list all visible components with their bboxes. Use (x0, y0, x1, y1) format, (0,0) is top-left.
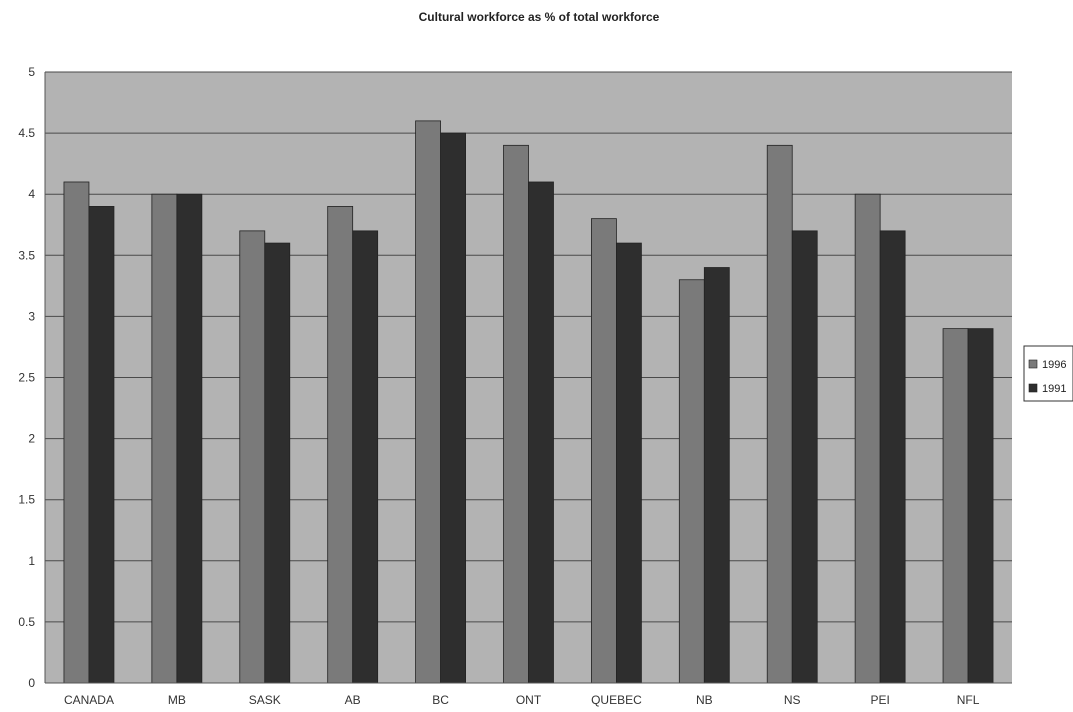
bar-1996-ont (503, 144, 529, 684)
x-tick-label: CANADA (64, 693, 114, 707)
bar-1991-nb (703, 267, 730, 684)
legend-label-1991: 1991 (1042, 383, 1066, 395)
bar-1996-nfl (942, 328, 969, 684)
legend-label-1996: 1996 (1042, 359, 1066, 371)
bar-1996-quebec (591, 218, 617, 684)
chart-title: Cultural workforce as % of total workfor… (419, 10, 660, 24)
bar-1991-ns (791, 230, 818, 684)
bar-1996-ns (766, 144, 793, 684)
y-tick-label: 5 (28, 65, 35, 79)
bar-1996-bc (415, 120, 441, 684)
bar-1991-quebec (616, 242, 642, 684)
legend-box (1023, 345, 1073, 402)
bar-1991-canada (88, 206, 115, 684)
x-tick-label: NB (696, 693, 713, 707)
x-tick-label: PEI (870, 693, 889, 707)
bar-1991-ab (352, 230, 379, 684)
legend: 1996 1991 (1023, 345, 1073, 402)
bar-1991-nfl (967, 328, 994, 684)
y-tick-label: 3.5 (18, 248, 35, 262)
x-tick-label: SASK (249, 693, 281, 707)
bar-1996-pei (854, 193, 881, 684)
bar-1996-sask (239, 230, 266, 684)
bar-1996-ab (327, 206, 354, 684)
x-tick-label: ONT (516, 693, 542, 707)
bar-1996-canada (63, 181, 90, 684)
y-tick-label: 0.5 (18, 615, 35, 629)
y-tick-label: 2.5 (18, 371, 35, 385)
bar-1991-mb (176, 193, 203, 684)
bar-1991-bc (440, 132, 466, 684)
bar-1996-nb (678, 279, 705, 684)
x-axis: CANADA MB SASK AB BC ONT QUEBEC NB NS PEI NFL (45, 682, 1012, 707)
x-tick-label: AB (345, 693, 361, 707)
y-tick-label: 4.5 (18, 126, 35, 140)
bar-1991-ont (528, 181, 554, 684)
y-tick-label: 3 (28, 309, 35, 323)
y-tick-label: 1.5 (18, 493, 35, 507)
y-axis: 0 0.5 1 1.5 2 2.5 3 3.5 4 4.5 5 (18, 65, 46, 690)
bar-1996-mb (151, 193, 178, 684)
y-tick-label: 4 (28, 187, 35, 201)
x-tick-label: QUEBEC (591, 693, 642, 707)
y-tick-label: 1 (28, 554, 35, 568)
legend-swatch-1991 (1028, 383, 1038, 393)
y-tick-label: 2 (28, 432, 35, 446)
x-tick-label: NFL (957, 693, 980, 707)
x-tick-label: BC (432, 693, 449, 707)
bars (63, 120, 994, 684)
x-tick-label: MB (168, 693, 186, 707)
legend-swatch-1996 (1028, 359, 1038, 369)
y-tick-label: 0 (28, 676, 35, 690)
bar-1991-pei (879, 230, 906, 684)
bar-1991-sask (264, 242, 291, 684)
x-tick-label: NS (784, 693, 801, 707)
